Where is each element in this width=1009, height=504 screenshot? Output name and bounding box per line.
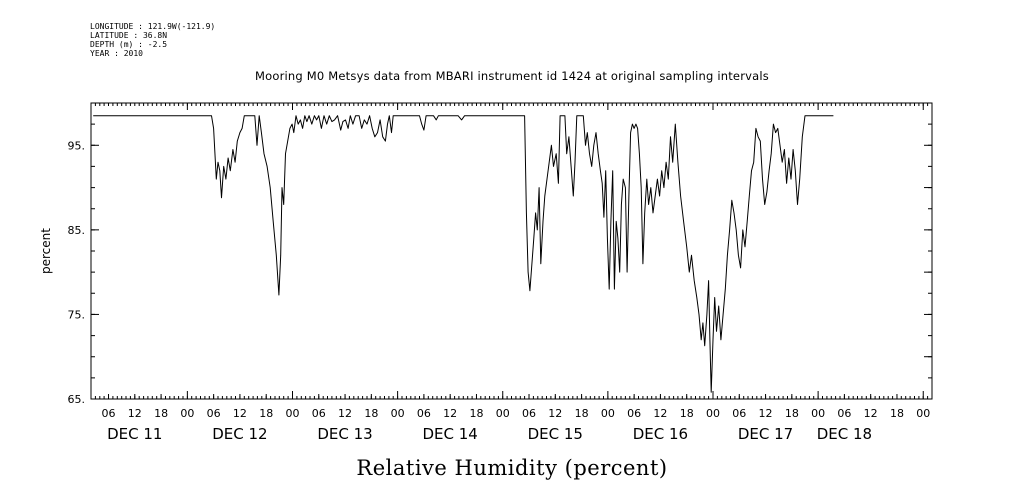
- x-hour-label: 06: [207, 407, 221, 420]
- x-hour-label: 18: [154, 407, 168, 420]
- y-axis: 65. 75. 85. 95.: [68, 139, 932, 406]
- x-hour-label: 06: [102, 407, 116, 420]
- x-hour-label: 12: [443, 407, 457, 420]
- y-axis-label: percent: [39, 228, 53, 274]
- y-tick-label: 65.: [68, 393, 86, 406]
- x-day-label: DEC 16: [633, 425, 688, 443]
- latitude-label: LATITUDE : 36.8N: [90, 31, 167, 40]
- humidity-series-line: [93, 115, 834, 393]
- x-hour-label: 06: [837, 407, 851, 420]
- x-hour-label: 18: [469, 407, 483, 420]
- x-day-label: DEC 15: [528, 425, 583, 443]
- x-hour-label: 06: [312, 407, 326, 420]
- x-hour-label: 00: [391, 407, 405, 420]
- x-hour-label: 12: [128, 407, 142, 420]
- x-hour-label: 18: [785, 407, 799, 420]
- y-tick-label: 85.: [68, 224, 86, 237]
- x-hour-label: 00: [601, 407, 615, 420]
- chart-title: Mooring M0 Metsys data from MBARI instru…: [255, 69, 769, 83]
- x-hour-label: 12: [653, 407, 667, 420]
- x-hour-label: 12: [233, 407, 247, 420]
- x-hour-label: 12: [759, 407, 773, 420]
- x-day-label: DEC 14: [422, 425, 477, 443]
- x-hour-label: 06: [522, 407, 536, 420]
- x-axis: 06 12 18 00 06 12 18 00 06 12 18 00 06 12 18 00 06 12 18 00…: [102, 103, 930, 443]
- x-hour-label: 18: [575, 407, 589, 420]
- x-hour-label: 12: [548, 407, 562, 420]
- x-hour-label: 18: [364, 407, 378, 420]
- depth-label: DEPTH (m) : -2.5: [90, 40, 167, 49]
- x-day-label: DEC 12: [212, 425, 267, 443]
- minor-ticks: [90, 102, 933, 400]
- y-tick-label: 95.: [68, 139, 86, 152]
- x-hour-label: 00: [706, 407, 720, 420]
- x-day-label: DEC 11: [107, 425, 162, 443]
- x-day-label: DEC 13: [317, 425, 372, 443]
- longitude-label: LONGITUDE : 121.9W(-121.9): [90, 22, 215, 31]
- minor-tick-marks: [90, 102, 933, 400]
- x-day-label: DEC 18: [817, 425, 872, 443]
- y-tick-label: 75.: [68, 308, 86, 321]
- x-axis-label: Relative Humidity (percent): [356, 456, 667, 480]
- x-hour-label: 06: [732, 407, 746, 420]
- x-hour-label: 00: [180, 407, 194, 420]
- metadata-block: LONGITUDE : 121.9W(-121.9) LATITUDE : 36…: [90, 22, 215, 58]
- year-label: YEAR : 2010: [90, 49, 143, 58]
- x-hour-label: 00: [285, 407, 299, 420]
- x-hour-label: 12: [338, 407, 352, 420]
- x-hour-label: 00: [811, 407, 825, 420]
- x-hour-label: 18: [680, 407, 694, 420]
- x-hour-label: 18: [890, 407, 904, 420]
- x-hour-label: 12: [864, 407, 878, 420]
- x-hour-label: 06: [627, 407, 641, 420]
- x-hour-label: 00: [916, 407, 930, 420]
- x-day-label: DEC 17: [738, 425, 793, 443]
- x-hour-label: 18: [259, 407, 273, 420]
- x-hour-label: 06: [417, 407, 431, 420]
- plot-frame: [90, 102, 933, 400]
- x-hour-label: 00: [496, 407, 510, 420]
